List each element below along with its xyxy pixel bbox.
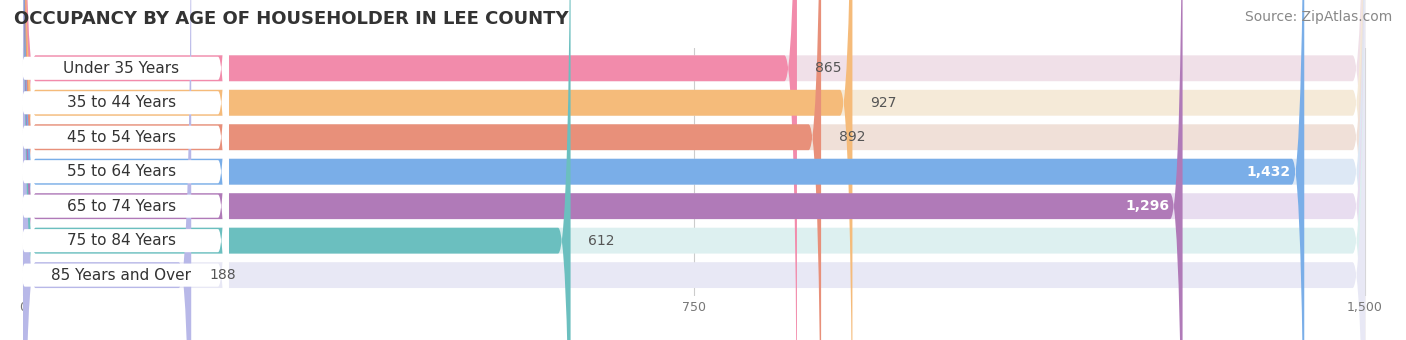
FancyBboxPatch shape bbox=[22, 0, 821, 340]
FancyBboxPatch shape bbox=[22, 0, 1365, 340]
Text: 65 to 74 Years: 65 to 74 Years bbox=[67, 199, 176, 214]
FancyBboxPatch shape bbox=[14, 0, 229, 340]
Text: 927: 927 bbox=[870, 96, 897, 110]
Text: 1,432: 1,432 bbox=[1247, 165, 1291, 179]
Text: Source: ZipAtlas.com: Source: ZipAtlas.com bbox=[1244, 10, 1392, 24]
Text: 865: 865 bbox=[815, 61, 841, 75]
Text: 35 to 44 Years: 35 to 44 Years bbox=[67, 95, 176, 110]
FancyBboxPatch shape bbox=[22, 0, 1365, 340]
FancyBboxPatch shape bbox=[22, 0, 1365, 340]
FancyBboxPatch shape bbox=[22, 0, 1365, 340]
Text: Under 35 Years: Under 35 Years bbox=[63, 61, 180, 76]
FancyBboxPatch shape bbox=[22, 0, 1365, 340]
FancyBboxPatch shape bbox=[14, 0, 229, 340]
Text: 85 Years and Over: 85 Years and Over bbox=[52, 268, 191, 283]
Text: 1,296: 1,296 bbox=[1125, 199, 1170, 213]
FancyBboxPatch shape bbox=[22, 0, 1365, 340]
FancyBboxPatch shape bbox=[14, 0, 229, 340]
FancyBboxPatch shape bbox=[22, 0, 191, 340]
FancyBboxPatch shape bbox=[22, 0, 1182, 340]
Text: 892: 892 bbox=[839, 130, 866, 144]
FancyBboxPatch shape bbox=[22, 0, 852, 340]
Text: 55 to 64 Years: 55 to 64 Years bbox=[67, 164, 176, 179]
FancyBboxPatch shape bbox=[22, 0, 797, 340]
FancyBboxPatch shape bbox=[14, 0, 229, 340]
FancyBboxPatch shape bbox=[14, 0, 229, 340]
FancyBboxPatch shape bbox=[22, 0, 1305, 340]
Text: 612: 612 bbox=[589, 234, 614, 248]
FancyBboxPatch shape bbox=[14, 0, 229, 340]
FancyBboxPatch shape bbox=[22, 0, 1365, 340]
Text: 45 to 54 Years: 45 to 54 Years bbox=[67, 130, 176, 145]
Text: OCCUPANCY BY AGE OF HOUSEHOLDER IN LEE COUNTY: OCCUPANCY BY AGE OF HOUSEHOLDER IN LEE C… bbox=[14, 10, 568, 28]
Text: 75 to 84 Years: 75 to 84 Years bbox=[67, 233, 176, 248]
FancyBboxPatch shape bbox=[22, 0, 571, 340]
Text: 188: 188 bbox=[209, 268, 236, 282]
FancyBboxPatch shape bbox=[14, 0, 229, 340]
